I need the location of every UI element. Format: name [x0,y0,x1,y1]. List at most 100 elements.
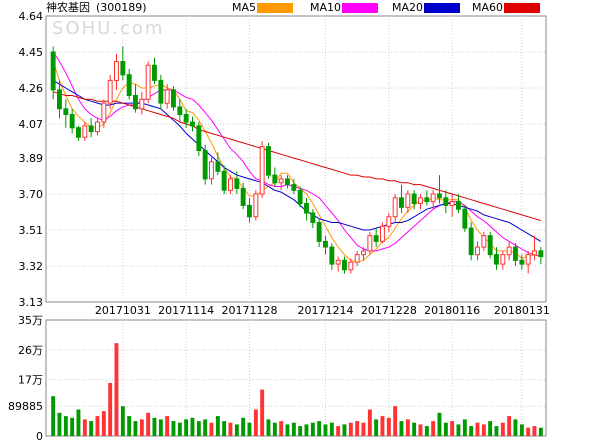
candle [323,235,328,255]
volume-bar [133,421,138,436]
volume-bar [342,424,347,436]
volume-tick-label: 35万 [18,314,43,327]
volume-bar [386,417,391,436]
candle [449,194,455,217]
candle [525,250,531,274]
candle [468,222,474,261]
candle [361,247,366,261]
candle [348,258,354,274]
price-tick-label: 4.07 [19,118,44,131]
price-tick-label: 3.51 [19,224,44,237]
legend-swatch-ma5 [257,3,293,13]
candle [259,141,265,198]
volume-bar [222,421,227,436]
volume-bar [475,422,480,436]
candle [266,142,271,179]
price-tick-label: 3.32 [19,260,44,273]
date-tick-label: 20171031 [95,304,151,317]
volume-bar [101,411,106,436]
candle [304,197,309,221]
volume-bar [329,422,334,436]
volume-bar [298,426,303,436]
candle [202,144,208,185]
volume-bar [285,424,290,436]
candle [335,256,341,272]
volume-bar [418,424,423,436]
candle [221,165,227,195]
volume-bar [260,389,265,436]
volume-bar [51,396,56,436]
candle [158,74,164,109]
volume-bars [51,343,543,436]
candle [342,256,347,274]
candle [196,122,202,157]
candle [513,243,518,267]
candle [139,91,145,115]
volume-tick-label: 26万 [18,344,43,357]
volume-tick-label: 89885 [8,400,43,413]
candle [228,175,233,195]
volume-bar [196,421,201,436]
volume-bar [348,422,353,436]
volume-bar [431,421,436,436]
volume-bar [190,417,195,436]
volume-bar [291,422,296,436]
candle [126,69,132,100]
volume-bar [538,427,543,436]
candle [367,231,373,255]
candle [437,175,442,204]
volume-bar [215,416,220,436]
volume-bar [152,417,157,436]
price-tick-label: 3.70 [19,188,44,201]
candlesticks [50,46,544,274]
volume-bar [424,426,429,436]
volume-bar [203,419,208,436]
volume-bar [228,422,233,436]
price-tick-label: 3.13 [19,296,44,309]
stock-name: 神农基因 [46,0,90,14]
candle [500,250,506,270]
candle [475,241,480,261]
candle [392,194,398,223]
candle [145,61,151,104]
volume-bar [367,409,372,436]
candle [120,46,126,81]
candle [107,74,113,109]
candle [430,190,436,210]
volume-bar [405,419,410,436]
candle [240,182,246,210]
volume-bar [380,416,385,436]
volume-bar [253,409,258,436]
volume-bar [304,424,309,436]
volume-bar [361,422,366,436]
candle [285,175,290,189]
volume-bar [494,426,499,436]
volume-bar [374,419,379,436]
candle [278,175,284,191]
candle [114,53,119,90]
volume-bar [165,416,170,436]
volume-bar [488,421,493,436]
legend: MA5 MA10 MA20 MA60 [232,1,540,14]
candle [519,254,525,270]
candle [190,116,195,132]
volume-bar [462,419,467,436]
candle [443,190,449,213]
candle [57,80,62,119]
volume-bar [519,424,524,436]
candle [310,209,316,229]
volume-bar [266,419,271,436]
candle [462,205,468,232]
volume-bar [456,424,461,436]
volume-bar [526,427,531,436]
candle [76,125,81,142]
candle [69,108,75,134]
price-tick-label: 4.45 [19,46,44,59]
volume-bar [57,412,62,436]
volume-bar [393,406,398,436]
legend-label-ma20: MA20 [392,1,423,14]
volume-bar [146,412,151,436]
volume-bar [412,422,417,436]
